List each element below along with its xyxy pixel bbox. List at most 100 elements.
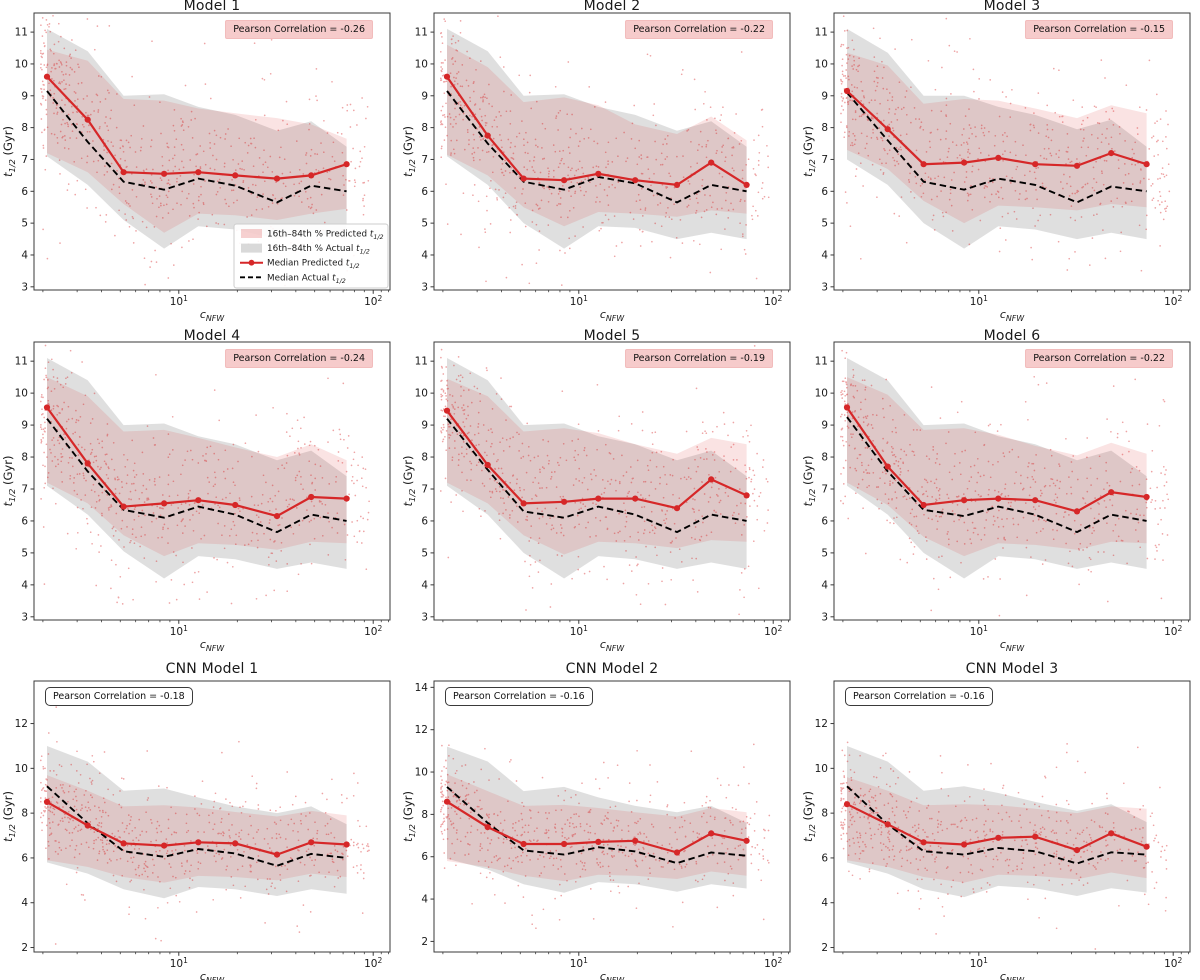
- panel-title: Model 3: [983, 0, 1041, 14]
- actual-percentile-band: [447, 28, 747, 249]
- predicted-percentile-band: [847, 52, 1147, 224]
- median-actual-line: [46, 418, 347, 534]
- plot-model-1: 3 4 5 6 7 8 9 10 11 101 102 cNFW t1/2 (Gyr) 16th–84th…: [1, 12, 391, 323]
- y-axis-ticks: 2 4 6 8 10 12: [15, 718, 34, 954]
- panel-model-5: 3 4 5 6 7 8 9 10 11 101 102 cNFW t1/2 (Gyr) Model 5 …: [400, 327, 800, 654]
- x-axis-label: cNFW: [600, 638, 626, 653]
- x-axis-label: cNFW: [200, 970, 226, 980]
- axes-spines: [833, 680, 1191, 953]
- svg-text:101: 101: [970, 956, 988, 970]
- svg-text:10: 10: [15, 388, 28, 400]
- svg-text:2: 2: [421, 936, 428, 948]
- svg-text:102: 102: [364, 624, 382, 638]
- x-axis-label: cNFW: [600, 308, 626, 323]
- legend: 16th–84th % Predicted t1/2 16th–84th % Ac…: [233, 223, 389, 289]
- pearson-correlation-box: Pearson Correlation = -0.19: [625, 349, 773, 368]
- svg-text:4: 4: [421, 249, 428, 261]
- panel-title: Model 5: [583, 328, 641, 344]
- x-axis-label: cNFW: [200, 638, 226, 653]
- pearson-correlation-box: Pearson Correlation = -0.16: [845, 687, 993, 706]
- svg-text:11: 11: [415, 27, 428, 39]
- svg-text:10: 10: [415, 58, 428, 70]
- median-predicted-markers: [43, 798, 350, 858]
- y-axis-ticks: 3 4 5 6 7 8 9 10 11: [15, 27, 34, 293]
- plot-cnn-model-1: 2 4 6 8 10 12 101 102 cNFW t1/2 (Gyr): [1, 680, 391, 980]
- svg-text:11: 11: [415, 356, 428, 368]
- svg-text:3: 3: [821, 281, 828, 293]
- y-axis-ticks: 2 4 6 8 10 12 14: [415, 682, 434, 948]
- svg-text:8: 8: [421, 122, 428, 134]
- svg-text:6: 6: [421, 186, 428, 198]
- y-axis-label: t1/2 (Gyr): [801, 126, 817, 177]
- svg-text:102: 102: [1164, 624, 1182, 638]
- scatter-points: [439, 15, 770, 286]
- median-predicted-markers: [443, 73, 750, 188]
- pearson-correlation-box: Pearson Correlation = -0.24: [225, 349, 373, 368]
- svg-text:6: 6: [421, 515, 428, 527]
- panel-cnn-model-2: 2 4 6 8 10 12 14 101 102 cNFW t1/2 (Gyr) CNN Model…: [400, 654, 800, 980]
- predicted-percentile-band: [847, 777, 1147, 883]
- svg-text:10: 10: [415, 388, 428, 400]
- panel-title: Model 4: [183, 328, 241, 344]
- scatter-points: [839, 349, 1170, 617]
- actual-percentile-band: [847, 28, 1147, 249]
- y-axis-ticks: 3 4 5 6 7 8 9 10 11: [15, 356, 34, 623]
- svg-text:5: 5: [21, 547, 28, 559]
- x-axis-label: cNFW: [1000, 970, 1026, 980]
- y-axis-ticks: 3 4 5 6 7 8 9 10 11: [415, 356, 434, 623]
- svg-text:102: 102: [1164, 294, 1182, 308]
- svg-text:4: 4: [421, 894, 428, 906]
- svg-text:12: 12: [415, 724, 428, 736]
- scatter-points: [840, 15, 1171, 272]
- x-axis-ticks: 101 102: [442, 620, 790, 638]
- svg-text:7: 7: [21, 483, 28, 495]
- predicted-percentile-band: [47, 775, 347, 883]
- panel-cnn-model-3: 2 4 6 8 10 12 101 102 cNFW t1/2 (Gyr) CNN Model 3…: [800, 654, 1200, 980]
- svg-text:2: 2: [821, 942, 828, 954]
- panel-title: Model 2: [583, 0, 641, 14]
- svg-text:4: 4: [821, 249, 828, 261]
- svg-text:10: 10: [815, 58, 828, 70]
- median-predicted-markers: [43, 73, 350, 182]
- median-predicted-markers: [443, 407, 750, 512]
- svg-text:101: 101: [570, 294, 588, 308]
- predicted-percentile-band: [447, 44, 747, 227]
- panel-model-1: 3 4 5 6 7 8 9 10 11 101 102 cNFW t1/2 (Gyr) 16th–84th…: [0, 0, 400, 327]
- panel-model-2: 3 4 5 6 7 8 9 10 11 101 102 cNFW t1/2 (Gyr) Model 2 …: [400, 0, 800, 327]
- svg-text:101: 101: [570, 624, 588, 638]
- y-axis-ticks: 3 4 5 6 7 8 9 10 11: [815, 356, 834, 623]
- panel-title: Model 6: [983, 328, 1041, 344]
- svg-text:11: 11: [15, 356, 28, 368]
- svg-text:9: 9: [421, 90, 428, 102]
- y-axis-ticks: 3 4 5 6 7 8 9 10 11: [815, 27, 834, 293]
- axes-spines: [33, 12, 391, 291]
- y-axis-label: t1/2 (Gyr): [1, 126, 17, 177]
- x-axis-label: cNFW: [600, 970, 626, 980]
- median-predicted-markers: [843, 404, 1150, 515]
- svg-text:9: 9: [421, 420, 428, 432]
- svg-text:101: 101: [170, 294, 188, 308]
- svg-text:6: 6: [821, 186, 828, 198]
- pearson-correlation-box: Pearson Correlation = -0.22: [625, 20, 773, 39]
- svg-text:9: 9: [821, 420, 828, 432]
- svg-text:9: 9: [821, 90, 828, 102]
- svg-text:9: 9: [21, 420, 28, 432]
- panel-title: CNN Model 2: [565, 661, 659, 677]
- svg-text:8: 8: [821, 452, 828, 464]
- svg-text:101: 101: [570, 956, 588, 970]
- plot-model-4: 3 4 5 6 7 8 9 10 11 101 102 cNFW t1/2 (Gyr): [1, 341, 391, 653]
- svg-text:102: 102: [364, 294, 382, 308]
- scatter-points: [39, 14, 370, 287]
- svg-text:7: 7: [821, 154, 828, 166]
- svg-text:10: 10: [815, 388, 828, 400]
- y-axis-label: t1/2 (Gyr): [801, 456, 817, 507]
- x-axis-ticks: 101 102: [442, 290, 790, 308]
- x-axis-ticks: 101 102: [42, 620, 390, 638]
- svg-text:102: 102: [764, 294, 782, 308]
- actual-percentile-band: [47, 28, 347, 249]
- svg-text:10: 10: [815, 763, 828, 775]
- svg-text:4: 4: [21, 897, 28, 909]
- actual-percentile-band: [847, 358, 1147, 579]
- panel-model-4: 3 4 5 6 7 8 9 10 11 101 102 cNFW t1/2 (Gyr) Model 4 …: [0, 327, 400, 654]
- panel-title: CNN Model 1: [165, 661, 259, 677]
